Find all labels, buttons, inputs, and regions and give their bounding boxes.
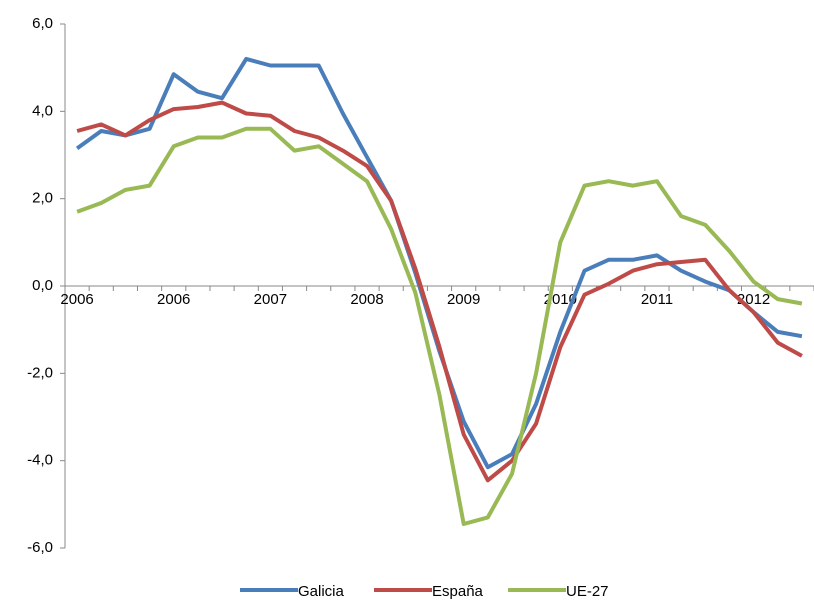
- y-tick-label: 6,0: [32, 15, 53, 32]
- x-tick-label: 2011: [641, 291, 673, 308]
- x-tick-label: 2006: [60, 291, 93, 308]
- y-tick-label: -6,0: [27, 539, 53, 556]
- x-tick-label: 2008: [350, 291, 383, 308]
- y-tick-label: 0,0: [32, 277, 53, 294]
- x-tick-label: 2007: [254, 291, 287, 308]
- x-tick-label: 2009: [447, 291, 480, 308]
- legend-label: UE-27: [566, 583, 609, 600]
- y-tick-label: -4,0: [27, 452, 53, 469]
- legend-label: Galicia: [298, 583, 345, 600]
- y-tick-label: 4,0: [32, 102, 53, 119]
- x-tick-label: 2006: [157, 291, 190, 308]
- y-tick-label: 2,0: [32, 190, 53, 207]
- y-tick-label: -2,0: [27, 364, 53, 381]
- series-line: [76, 100, 803, 483]
- legend-label: España: [432, 583, 484, 600]
- series-line: [76, 126, 803, 526]
